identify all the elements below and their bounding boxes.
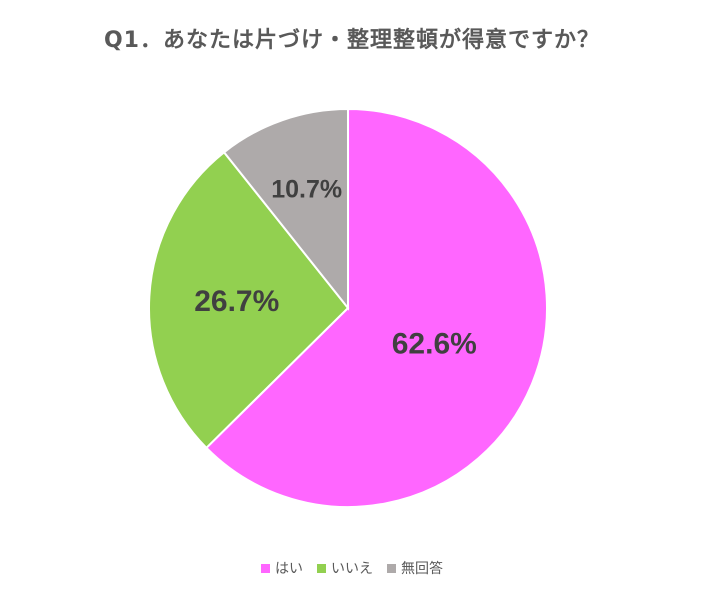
data-label-no: 26.7% — [194, 285, 279, 318]
pie-slice-no-answer — [222, 107, 349, 311]
legend-swatch-no — [317, 563, 326, 573]
pie-slice-no — [148, 150, 350, 450]
legend-item-yes: はい — [261, 558, 303, 578]
legend-swatch-no-answer — [387, 563, 396, 573]
legend: はい いいえ 無回答 — [0, 558, 704, 578]
legend-label-yes: はい — [275, 561, 303, 577]
pie-slice-yes — [204, 107, 548, 508]
data-label-yes: 62.6% — [392, 328, 477, 361]
data-label-no-answer: 10.7% — [271, 176, 342, 204]
legend-item-no-answer: 無回答 — [387, 558, 443, 578]
legend-swatch-yes — [261, 563, 270, 573]
chart-title: Q1．あなたは片づけ・整理整頓が得意ですか？ — [103, 28, 600, 53]
legend-label-no: いいえ — [331, 561, 373, 577]
legend-item-no: いいえ — [317, 558, 373, 578]
legend-label-no-answer: 無回答 — [401, 561, 443, 577]
